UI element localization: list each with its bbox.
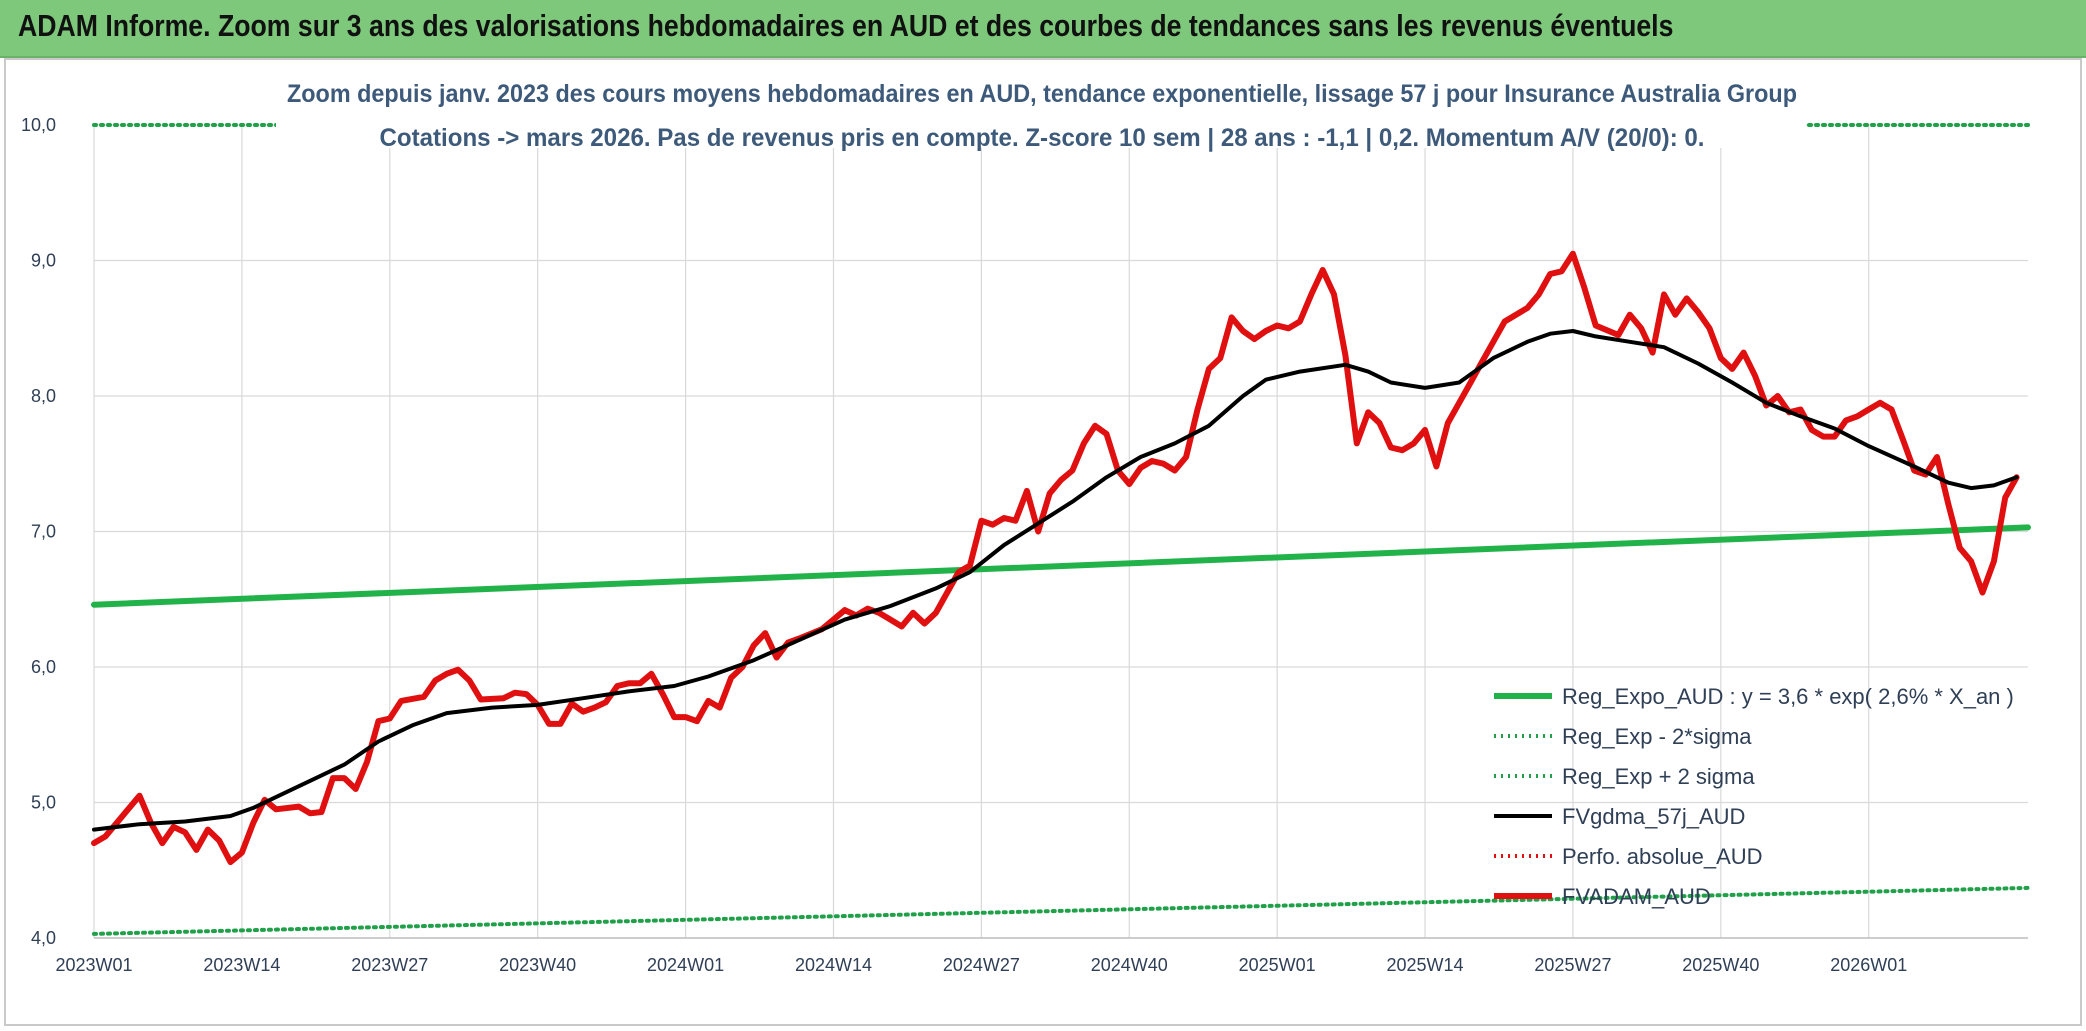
x-tick-label: 2024W01 (647, 955, 724, 975)
x-tick-label: 2025W14 (1387, 955, 1464, 975)
legend-label: FVgdma_57j_AUD (1562, 804, 1745, 829)
y-tick-label: 4,0 (31, 928, 56, 948)
x-tick-label: 2025W01 (1239, 955, 1316, 975)
x-tick-label: 2025W27 (1534, 955, 1611, 975)
legend: Reg_Expo_AUD : y = 3,6 * exp( 2,6% * X_a… (1494, 684, 2014, 909)
title-background (276, 66, 1806, 148)
y-tick-label: 7,0 (31, 522, 56, 542)
y-tick-label: 6,0 (31, 657, 56, 677)
chart-subtitle: Cotations -> mars 2026. Pas de revenus p… (380, 124, 1705, 152)
y-tick-label: 8,0 (31, 386, 56, 406)
series-line-reg-expo-aud (91, 524, 2031, 608)
legend-label: FVADAM_AUD (1562, 884, 1711, 909)
x-tick-label: 2023W40 (499, 955, 576, 975)
series-line-reg-exp (92, 885, 2030, 936)
x-tick-label: 2023W14 (203, 955, 280, 975)
report-title: ADAM Informe. Zoom sur 3 ans des valoris… (18, 8, 1674, 43)
x-tick-label: 2025W40 (1682, 955, 1759, 975)
x-tick-label: 2026W01 (1830, 955, 1907, 975)
report-banner: ADAM Informe. Zoom sur 3 ans des valoris… (0, 0, 2086, 58)
x-tick-label: 2023W27 (351, 955, 428, 975)
chart-title: Zoom depuis janv. 2023 des cours moyens … (287, 80, 1797, 108)
y-tick-label: 10,0 (21, 115, 56, 135)
y-tick-label: 9,0 (31, 251, 56, 271)
line-chart: 4,0 5,0 6,0 7,0 8,0 9,0 10,0 2023W01 2023W14 2023… (21, 66, 2031, 975)
x-tick-label: 2024W40 (1091, 955, 1168, 975)
x-tick-label: 2023W01 (55, 955, 132, 975)
x-tick-label: 2024W14 (795, 955, 872, 975)
x-tick-label: 2024W27 (943, 955, 1020, 975)
legend-label: Perfo. absolue_AUD (1562, 844, 1763, 869)
series-line-fvadam-aud (91, 250, 2020, 866)
chart-frame: 4,0 5,0 6,0 7,0 8,0 9,0 10,0 2023W01 2023W14 2023… (4, 58, 2082, 1026)
legend-label: Reg_Exp - 2*sigma (1562, 724, 1752, 749)
y-tick-label: 5,0 (31, 793, 56, 813)
legend-label: Reg_Expo_AUD : y = 3,6 * exp( 2,6% * X_a… (1562, 684, 2014, 709)
series-line-fvgdma-57j-aud (92, 329, 2019, 832)
legend-label: Reg_Exp + 2 sigma (1562, 764, 1755, 789)
